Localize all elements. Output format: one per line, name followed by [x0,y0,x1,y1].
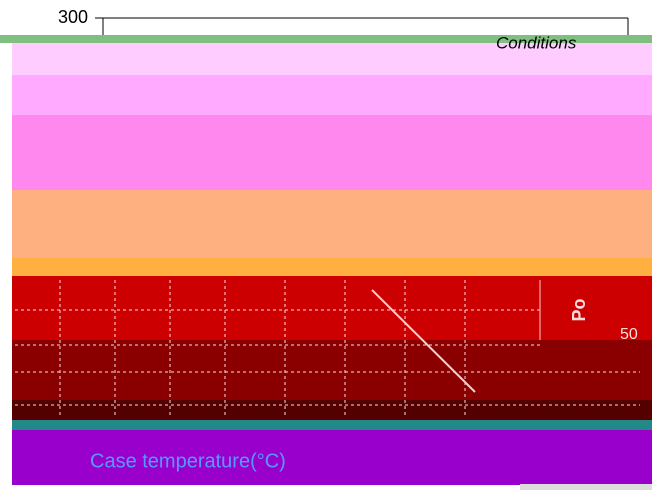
band [12,75,652,115]
band [0,35,652,43]
axis-label: Po [569,298,589,321]
band [12,340,652,400]
legend-title: Conditions [496,33,577,52]
band [12,420,652,430]
band [12,400,652,420]
band [12,43,652,75]
band [12,430,652,485]
tick-label: 50 [620,326,638,343]
curve [371,289,476,393]
band [12,258,652,276]
band [520,484,652,490]
band [12,276,652,340]
grid [15,280,640,415]
band [12,115,652,190]
axis-label: 300 [58,7,88,27]
x-axis-title: Case temperature(°C) [90,450,286,472]
band [12,190,652,258]
